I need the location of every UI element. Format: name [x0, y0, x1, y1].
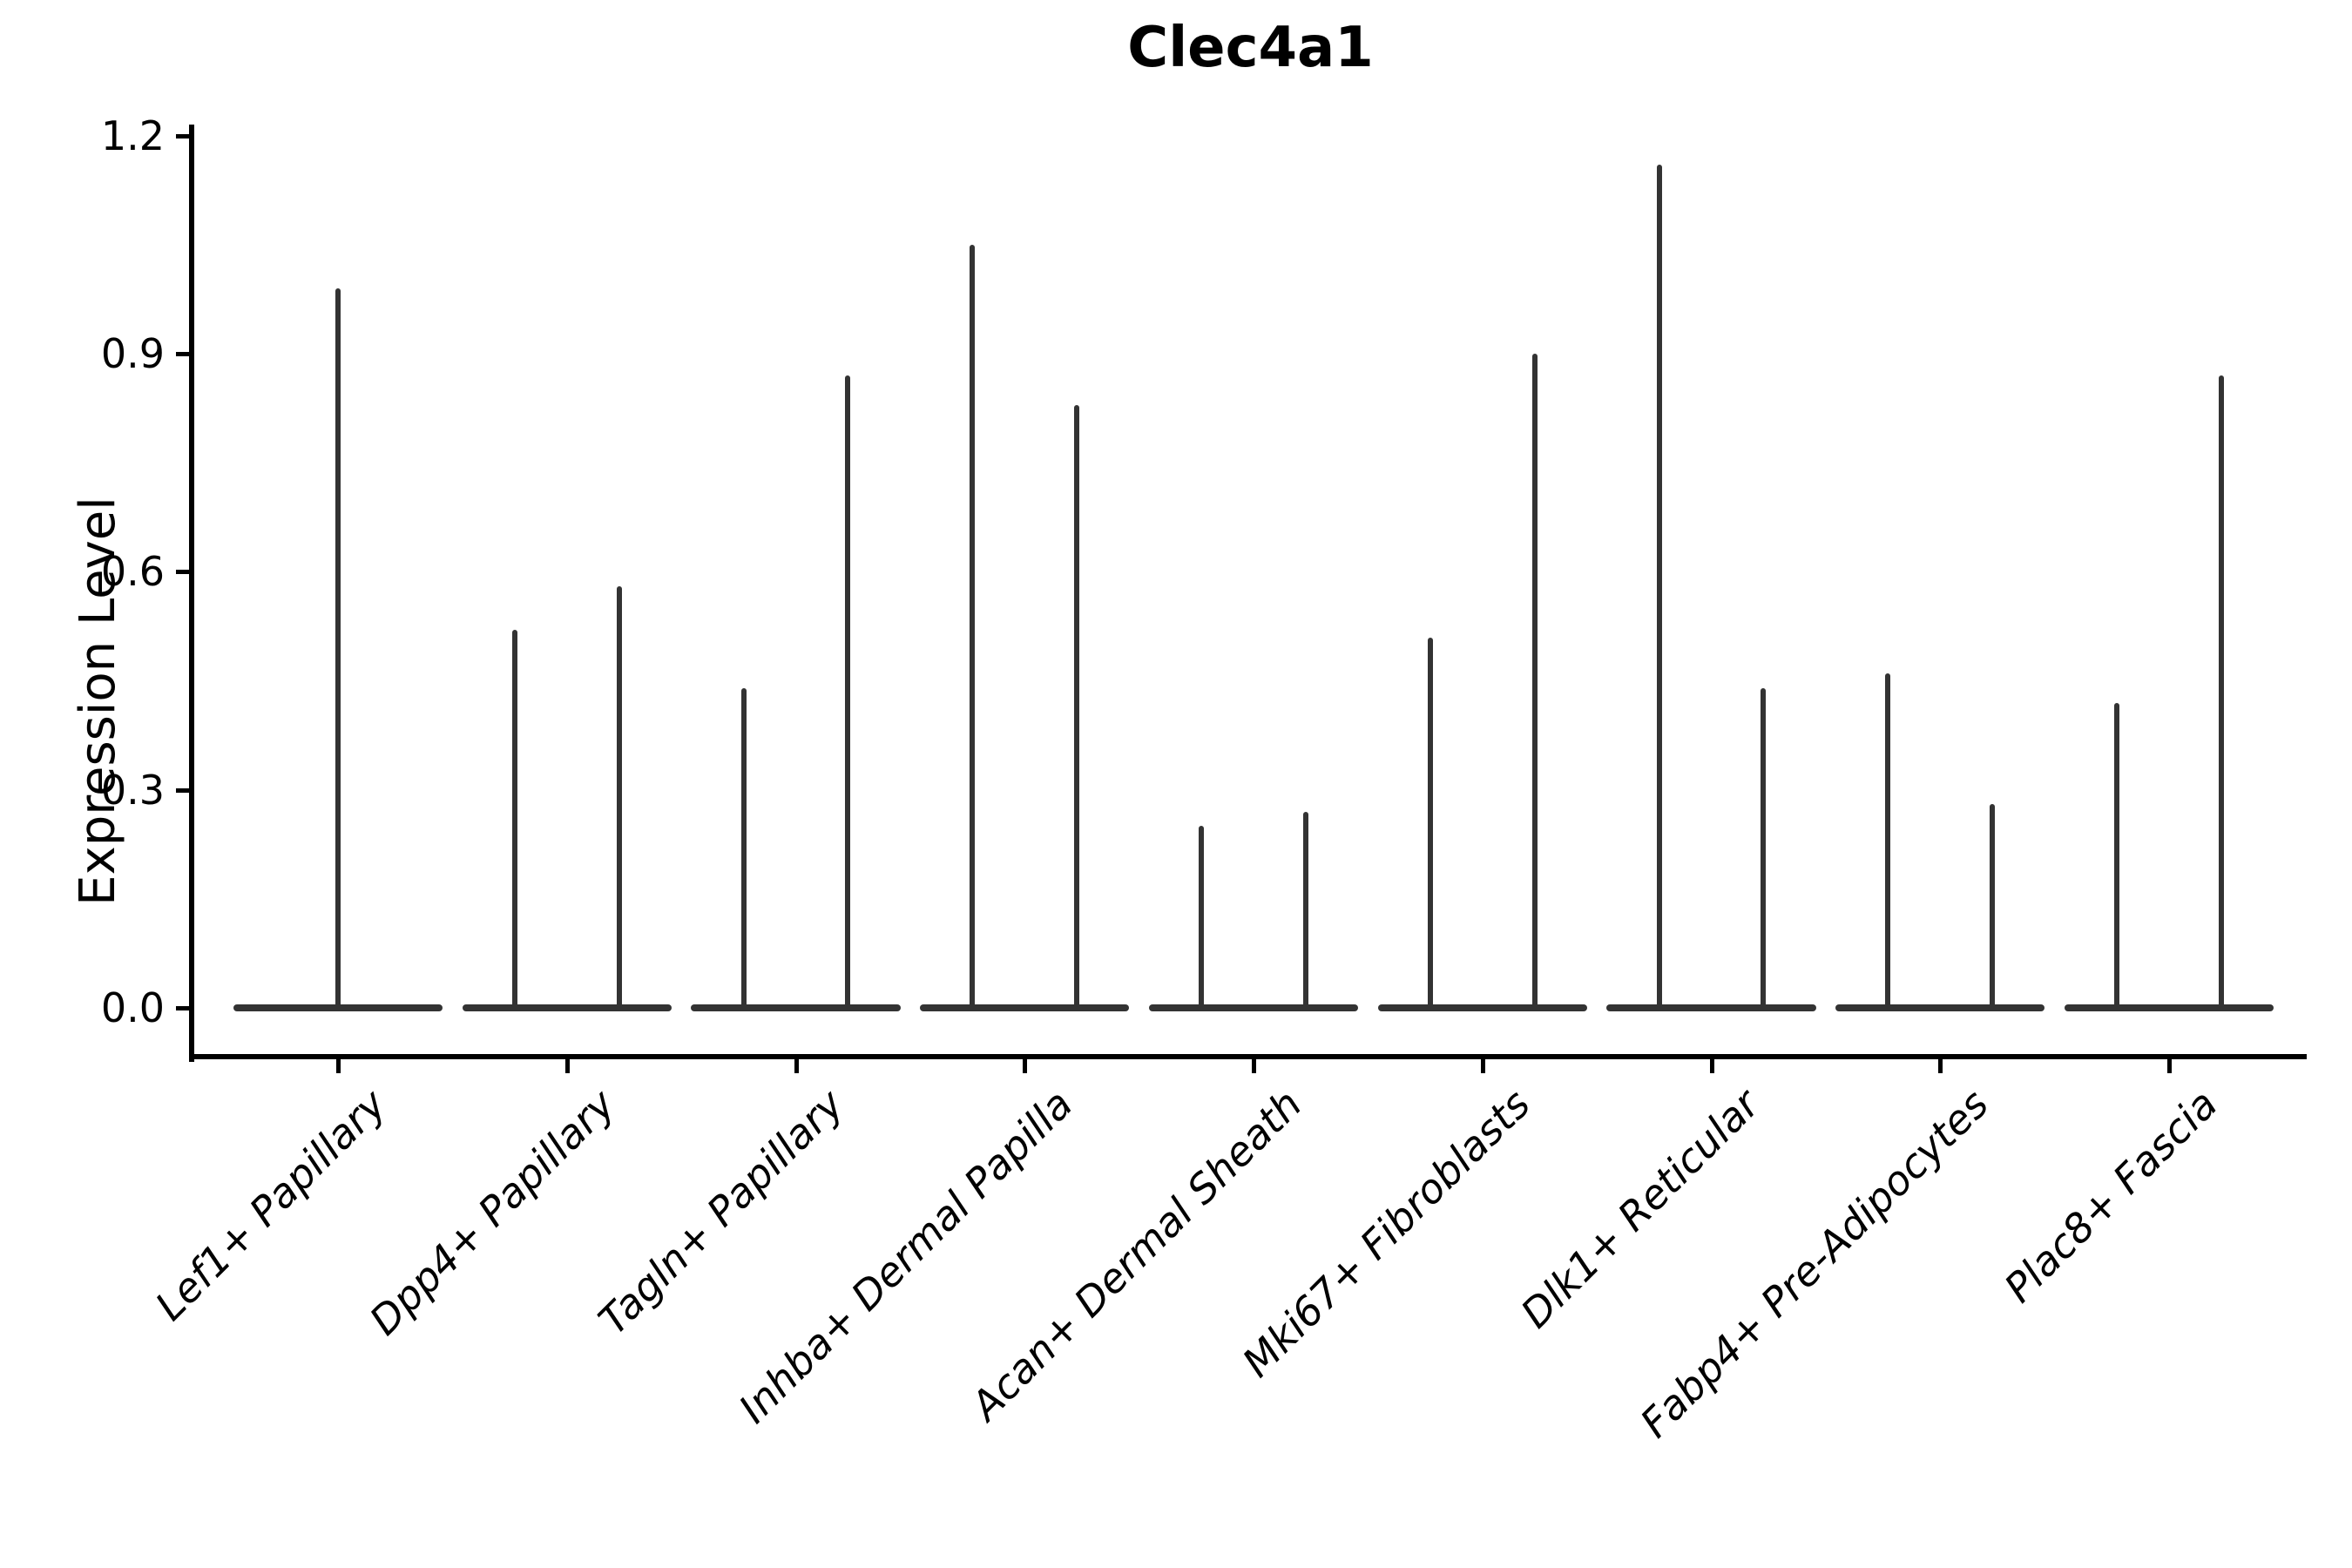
violin-base	[920, 1004, 1130, 1011]
x-tick	[1938, 1059, 1943, 1073]
x-tick	[336, 1059, 341, 1073]
violin-spike	[1885, 673, 1891, 1011]
violin-spike	[845, 375, 851, 1011]
violin-spike	[1990, 804, 1996, 1011]
violin-base	[1148, 1004, 1359, 1011]
violin-spike	[1302, 811, 1308, 1011]
violin-base	[691, 1004, 901, 1011]
x-tick	[794, 1059, 799, 1073]
x-tick	[1709, 1059, 1714, 1073]
x-tick-label: Lef1+ Papillary	[145, 1080, 395, 1330]
violin-spike	[2218, 375, 2224, 1011]
y-tick	[176, 787, 189, 793]
y-tick-label: 0.9	[100, 330, 165, 378]
x-tick-label: Dlk1+ Reticular	[1511, 1080, 1768, 1337]
violin-spike	[616, 586, 622, 1011]
violin-spike	[1074, 404, 1080, 1011]
x-tick-label: Plac8+ Fascia	[1994, 1080, 2227, 1312]
x-tick-label: Dpp4+ Papillary	[360, 1080, 625, 1344]
violin-spike	[1656, 165, 1662, 1011]
x-tick	[1480, 1059, 1485, 1073]
violin-spike	[2114, 702, 2120, 1011]
x-tick	[2167, 1059, 2172, 1073]
x-tick	[1023, 1059, 1028, 1073]
y-tick-label: 0.0	[100, 984, 165, 1031]
violin-base	[1606, 1004, 1816, 1011]
violin-base	[1377, 1004, 1587, 1011]
violin-spike	[1761, 687, 1767, 1011]
violin-spike	[335, 288, 341, 1011]
violin-spike	[1199, 826, 1205, 1011]
violin-spike	[1427, 637, 1433, 1011]
y-tick	[176, 570, 189, 575]
violin-spike	[970, 245, 976, 1011]
y-tick-label: 0.6	[100, 548, 165, 596]
violin-spike	[740, 687, 747, 1011]
violin-spike	[511, 630, 517, 1011]
x-tick-label: Tagln+ Papillary	[589, 1080, 853, 1344]
chart-title: Clec4a1	[1127, 16, 1374, 80]
y-axis-label: Expression Level	[69, 497, 126, 906]
y-axis-spine	[189, 125, 194, 1062]
violin-base	[462, 1004, 672, 1011]
x-axis-spine	[189, 1054, 2307, 1059]
y-tick	[176, 133, 189, 139]
x-tick	[564, 1059, 570, 1073]
violin-base	[1835, 1004, 2045, 1011]
y-tick-label: 1.2	[100, 112, 165, 159]
y-tick	[176, 1006, 189, 1010]
y-tick	[176, 352, 189, 357]
x-tick	[1252, 1059, 1256, 1073]
violin-base	[2064, 1004, 2274, 1011]
violin-spike	[1531, 354, 1538, 1011]
y-tick-label: 0.3	[100, 766, 165, 814]
